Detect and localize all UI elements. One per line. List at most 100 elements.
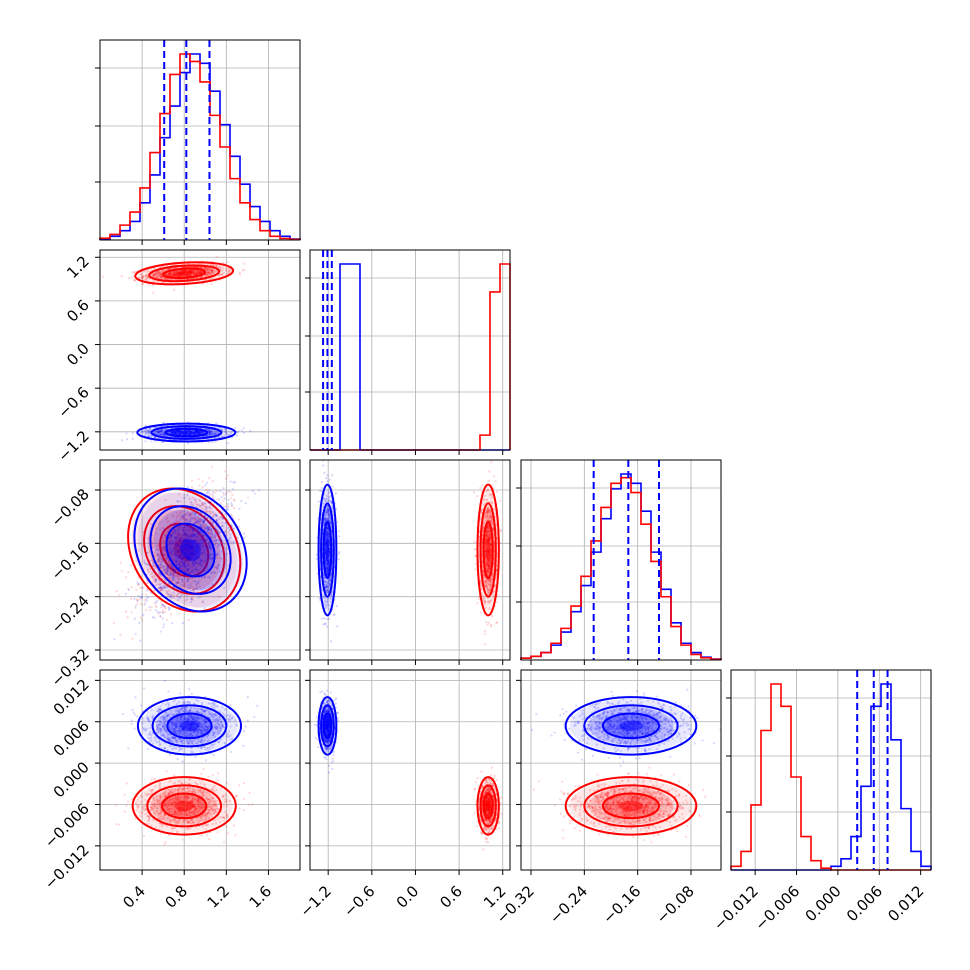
blue-point	[220, 539, 223, 542]
blue-point	[214, 514, 217, 517]
red-point	[185, 528, 188, 531]
blue-point	[168, 548, 171, 552]
blue-point	[172, 547, 175, 550]
blue-point	[218, 435, 221, 439]
red-point	[195, 585, 198, 588]
red-point	[188, 511, 191, 514]
blue-point	[202, 520, 205, 523]
blue-point	[176, 432, 179, 436]
red-point	[181, 568, 185, 571]
red-point	[185, 564, 188, 567]
blue-point	[178, 429, 181, 432]
blue-point	[198, 512, 202, 515]
red-point	[238, 271, 241, 274]
blue-point	[216, 528, 219, 531]
red-point	[163, 611, 166, 614]
blue-point	[200, 534, 203, 537]
blue-point	[231, 430, 234, 433]
red-point	[201, 507, 204, 511]
red-point	[211, 269, 214, 272]
gridlines	[100, 250, 300, 450]
red-point	[168, 272, 171, 275]
red-point	[141, 276, 144, 280]
red-point	[156, 270, 159, 273]
blue-point	[211, 530, 214, 533]
red-point	[185, 517, 188, 520]
red-point	[185, 533, 188, 536]
blue-point	[171, 432, 174, 435]
blue-point	[207, 492, 211, 495]
red-contour	[159, 522, 210, 578]
blue-point	[170, 431, 173, 434]
red-point	[212, 271, 215, 275]
red-point	[227, 269, 230, 272]
red-point	[158, 555, 161, 558]
blue-point	[174, 559, 177, 562]
red-point	[191, 273, 194, 276]
red-point	[197, 270, 201, 273]
blue-point	[177, 573, 180, 576]
red-point	[237, 518, 241, 521]
blue-point	[171, 566, 174, 569]
blue-point	[193, 512, 197, 515]
blue-point	[224, 431, 227, 434]
blue-point	[157, 431, 160, 435]
blue-point	[170, 566, 174, 569]
blue-histogram	[310, 263, 510, 451]
red-point	[143, 598, 146, 602]
red-point	[155, 578, 158, 581]
red-point	[202, 544, 205, 547]
blue-point	[154, 578, 157, 581]
blue-point	[218, 498, 221, 501]
blue-point	[232, 541, 235, 544]
red-point	[180, 533, 184, 537]
blue-point	[169, 431, 172, 434]
red-point	[112, 622, 116, 625]
blue-point	[183, 532, 186, 535]
red-point	[201, 486, 204, 489]
blue-point	[199, 431, 202, 434]
blue-point	[147, 432, 151, 435]
blue-point	[186, 578, 189, 581]
red-point	[208, 542, 211, 545]
blue-point	[195, 431, 198, 434]
red-point	[201, 601, 204, 604]
blue-point	[217, 563, 220, 567]
red-point	[174, 568, 178, 571]
red-point	[154, 581, 157, 584]
red-point	[159, 588, 162, 592]
red-point	[193, 271, 197, 274]
red-point	[151, 576, 154, 579]
blue-point	[165, 435, 169, 438]
red-point	[203, 561, 207, 565]
blue-point	[194, 430, 198, 433]
red-point	[160, 275, 163, 278]
red-point	[177, 581, 180, 584]
red-point	[169, 571, 172, 574]
red-point	[171, 543, 175, 546]
red-point	[152, 565, 156, 568]
blue-point	[170, 431, 173, 434]
red-point	[215, 265, 218, 268]
red-point	[169, 552, 172, 555]
blue-point	[174, 431, 177, 434]
blue-point	[194, 513, 198, 516]
blue-point	[173, 529, 176, 532]
blue-point	[209, 431, 213, 434]
blue-point	[198, 522, 201, 525]
red-point	[173, 560, 176, 563]
red-point	[198, 271, 201, 274]
red-point	[178, 526, 181, 529]
red-point	[224, 269, 228, 272]
blue-point	[207, 500, 211, 503]
red-point	[229, 269, 232, 273]
blue-point	[192, 533, 195, 536]
red-point	[200, 271, 203, 274]
blue-point	[178, 597, 182, 600]
blue-point	[159, 430, 162, 433]
gridlines	[731, 670, 931, 870]
blue-point	[184, 531, 187, 534]
blue-point	[185, 594, 188, 598]
red-point	[149, 567, 152, 571]
red-point	[187, 562, 190, 566]
